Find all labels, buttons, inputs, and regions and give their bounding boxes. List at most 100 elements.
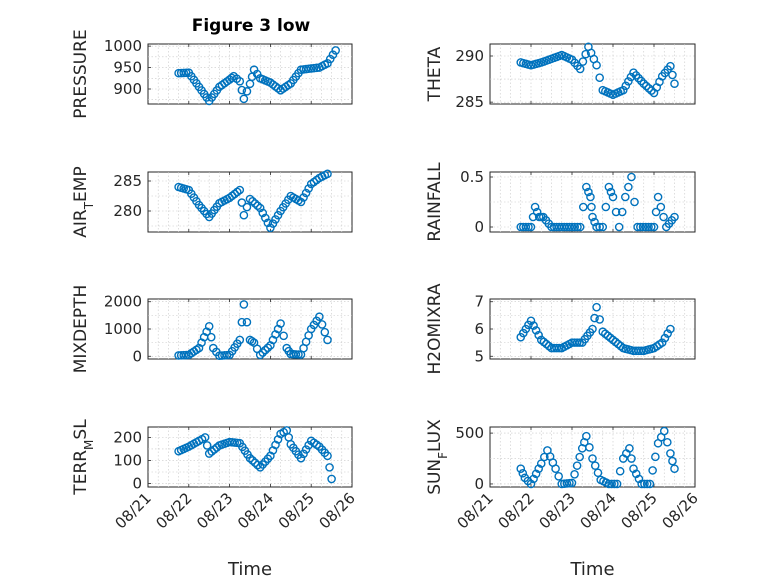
x-tick-label: 08/21	[112, 489, 155, 532]
x-axis-label: Time	[227, 559, 272, 580]
data-point	[304, 184, 313, 193]
data-point	[606, 333, 615, 343]
x-tick-label: 08/23	[193, 489, 236, 532]
data-point	[638, 222, 648, 232]
data-point	[268, 219, 278, 228]
data-point	[627, 454, 636, 463]
data-point	[584, 187, 593, 197]
data-point	[317, 320, 327, 329]
data-point	[276, 319, 285, 328]
y-tick-label: 950	[113, 59, 142, 77]
data-point	[624, 182, 633, 192]
data-point	[242, 87, 252, 96]
data-point	[670, 79, 679, 88]
data-point	[328, 50, 338, 60]
data-point	[534, 464, 543, 473]
data-point	[590, 217, 599, 227]
data-point	[592, 222, 601, 232]
x-tick-label: 08/24	[234, 489, 277, 532]
data-point	[663, 329, 672, 338]
y-axis-label: RAINFALL	[425, 162, 445, 242]
data-point	[209, 445, 219, 454]
data-point	[239, 94, 249, 104]
y-axis-label: AIRTEMP	[71, 166, 96, 237]
data-point	[601, 202, 611, 212]
data-point	[578, 57, 588, 66]
x-tick-label: 08/23	[536, 489, 579, 532]
data-point	[315, 312, 324, 322]
data-point	[641, 222, 651, 232]
data-point	[668, 456, 677, 466]
data-point	[248, 196, 257, 206]
y-tick-label: 280	[113, 202, 142, 220]
data-point	[206, 332, 216, 342]
data-point	[595, 315, 604, 324]
x-tick-label: 08/21	[454, 489, 497, 532]
data-point	[607, 479, 616, 489]
data-point	[271, 215, 280, 224]
data-point	[301, 188, 311, 198]
data-point	[526, 479, 536, 489]
data-point	[656, 202, 666, 212]
data-point	[670, 212, 679, 222]
data-point	[242, 317, 252, 327]
data-point	[179, 68, 188, 78]
data-point	[551, 464, 560, 473]
data-point	[615, 466, 625, 476]
data-point	[235, 76, 245, 86]
data-point	[666, 61, 675, 71]
y-axis-label: H2OMIXRA	[425, 283, 445, 374]
y-axis-label: TERRMSL	[71, 419, 96, 496]
data-point	[202, 441, 212, 450]
data-point	[648, 466, 657, 475]
subplot-1: 900 950 1000 PRESSURE	[71, 29, 353, 119]
data-point	[659, 426, 669, 436]
data-point	[590, 461, 600, 470]
data-point	[266, 223, 275, 233]
data-point	[554, 343, 564, 353]
data-point	[544, 341, 554, 351]
data-point	[572, 338, 582, 347]
data-point	[636, 222, 645, 232]
data-point	[582, 182, 591, 192]
x-tick-label: 08/22	[495, 489, 538, 532]
data-point	[530, 202, 540, 212]
data-point	[660, 333, 670, 343]
data-point	[235, 185, 245, 195]
data-point	[239, 210, 249, 220]
data-point	[524, 222, 533, 232]
x-tick-label: 08/26	[659, 489, 702, 532]
y-axis-label: MIXDEPTH	[71, 285, 91, 374]
data-point	[653, 192, 663, 202]
y-axis-label: THETA	[425, 46, 445, 102]
data-point	[651, 452, 660, 462]
data-point	[625, 444, 634, 453]
x-tick-label: 08/25	[275, 489, 318, 532]
y-tick-label: 0	[132, 347, 142, 365]
y-tick-label: 285	[455, 93, 484, 111]
data-point	[567, 478, 577, 488]
data-point	[575, 222, 585, 232]
data-point	[645, 479, 655, 489]
data-point	[531, 326, 541, 335]
y-tick-label: 5	[474, 347, 484, 365]
data-point	[614, 222, 624, 232]
data-point	[260, 213, 270, 223]
data-point	[304, 440, 313, 450]
subplot-6: 5 6 7 H2OMIXRA	[425, 283, 696, 375]
data-point	[575, 452, 584, 462]
data-point	[630, 197, 639, 207]
data-point	[642, 81, 651, 91]
y-tick-label: 100	[113, 451, 142, 469]
data-point	[633, 222, 642, 232]
data-point	[582, 431, 591, 441]
data-point	[639, 79, 649, 88]
data-point	[325, 54, 335, 64]
data-point	[291, 350, 301, 359]
data-point	[637, 479, 647, 489]
data-point	[294, 350, 303, 359]
data-point	[593, 468, 603, 478]
data-point	[608, 335, 618, 345]
y-tick-label: 290	[455, 47, 484, 65]
data-point	[592, 302, 601, 312]
